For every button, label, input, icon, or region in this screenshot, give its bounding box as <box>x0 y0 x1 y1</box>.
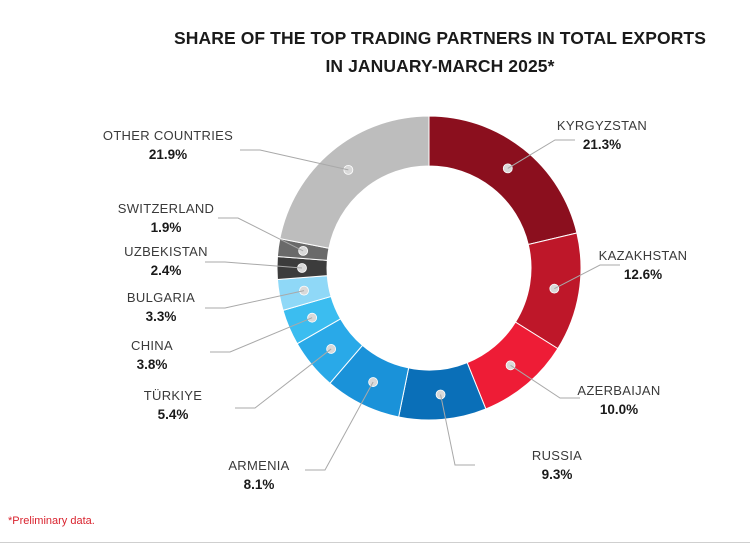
leader-line-bulgaria <box>205 290 305 309</box>
leader-line-switzerland <box>218 217 304 252</box>
slice-value-russia: 9.3% <box>542 467 573 482</box>
donut-slices <box>276 115 582 421</box>
slice-value-t-rkiye: 5.4% <box>158 407 189 422</box>
leader-line-kazakhstan <box>554 264 620 290</box>
chart-title-line2: IN JANUARY-MARCH 2025* <box>325 56 555 76</box>
chart-title-line1: SHARE OF THE TOP TRADING PARTNERS IN TOT… <box>174 28 706 48</box>
slice-value-uzbekistan: 2.4% <box>151 263 182 278</box>
footnote: *Preliminary data. <box>8 515 95 527</box>
slice-value-kazakhstan: 12.6% <box>624 267 662 282</box>
bottom-divider <box>0 542 750 543</box>
leader-lines <box>205 139 620 471</box>
leader-line-kyrgyzstan <box>507 139 575 169</box>
slice-value-other-countries: 21.9% <box>149 147 187 162</box>
leader-line-azerbaijan <box>510 364 580 399</box>
slice-label-china: CHINA <box>131 338 173 353</box>
slice-label-bulgaria: BULGARIA <box>127 290 195 305</box>
slice-label-t-rkiye: TÜRKIYE <box>144 388 202 403</box>
slice-label-azerbaijan: AZERBAIJAN <box>577 383 660 398</box>
slice-kyrgyzstan <box>428 115 578 246</box>
slice-label-kyrgyzstan: KYRGYZSTAN <box>557 118 647 133</box>
slice-value-armenia: 8.1% <box>244 477 275 492</box>
slice-label-switzerland: SWITZERLAND <box>118 201 214 216</box>
slice-value-azerbaijan: 10.0% <box>600 402 638 417</box>
slice-label-other-countries: OTHER COUNTRIES <box>103 128 233 143</box>
slice-label-uzbekistan: UZBEKISTAN <box>124 244 208 259</box>
leader-line-armenia <box>305 381 374 471</box>
slice-label-russia: RUSSIA <box>532 448 582 463</box>
slice-value-kyrgyzstan: 21.3% <box>583 137 621 152</box>
leader-line-other-countries <box>240 149 349 171</box>
leader-line-china <box>210 317 313 353</box>
leader-line-uzbekistan <box>205 261 303 269</box>
slice-label-kazakhstan: KAZAKHSTAN <box>599 248 688 263</box>
leader-line-t-rkiye <box>235 348 332 409</box>
leader-line-russia <box>440 394 475 466</box>
slice-labels: KYRGYZSTAN 21.3% KAZAKHSTAN 12.6% AZERBAIJAN… <box>103 118 687 492</box>
slice-value-china: 3.8% <box>137 357 168 372</box>
slice-label-armenia: ARMENIA <box>228 458 289 473</box>
slice-other-countries <box>279 115 430 249</box>
slice-value-switzerland: 1.9% <box>151 220 182 235</box>
slice-value-bulgaria: 3.3% <box>146 309 177 324</box>
